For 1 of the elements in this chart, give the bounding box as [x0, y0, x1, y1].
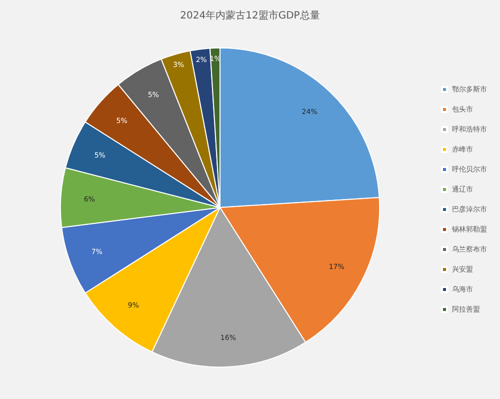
chart-title: 2024年内蒙古12盟市GDP总量: [180, 10, 320, 22]
